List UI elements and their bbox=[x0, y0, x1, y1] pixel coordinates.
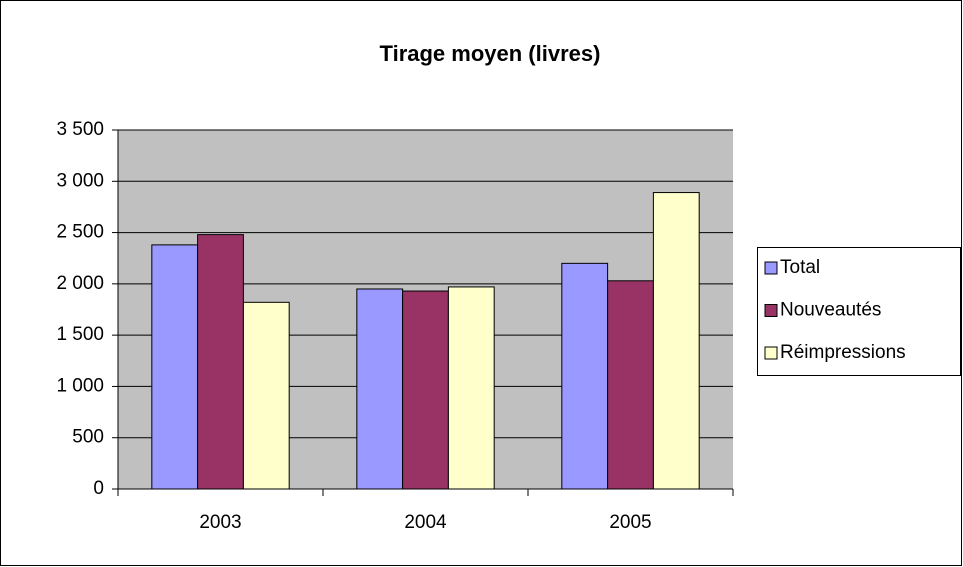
y-tick-label: 500 bbox=[72, 427, 104, 448]
legend-swatch bbox=[764, 346, 778, 360]
y-tick-label: 3 500 bbox=[56, 119, 104, 140]
bar bbox=[652, 192, 700, 490]
legend-box bbox=[757, 247, 961, 376]
bar bbox=[447, 286, 495, 490]
y-tick-label: 0 bbox=[93, 478, 104, 499]
legend-label: Nouveautés bbox=[780, 300, 881, 321]
y-tick-label: 1 000 bbox=[56, 375, 104, 396]
bar bbox=[402, 290, 449, 490]
y-tick-label: 1 500 bbox=[56, 324, 104, 345]
y-tick-label: 2 000 bbox=[56, 273, 104, 294]
x-tick-label: 2005 bbox=[609, 512, 651, 533]
bar bbox=[197, 234, 244, 490]
legend-swatch bbox=[764, 261, 778, 275]
legend-swatch bbox=[764, 304, 778, 317]
legend-label: Total bbox=[780, 257, 820, 278]
chart-title: Tirage moyen (livres) bbox=[380, 41, 601, 66]
bar bbox=[607, 280, 654, 490]
bar bbox=[242, 301, 290, 490]
bar bbox=[561, 262, 609, 490]
legend-label: Réimpressions bbox=[780, 342, 906, 363]
bar bbox=[151, 244, 199, 490]
x-tick-label: 2004 bbox=[404, 512, 447, 533]
bar bbox=[356, 288, 404, 490]
y-tick-label: 3 000 bbox=[56, 170, 104, 191]
y-tick-label: 2 500 bbox=[56, 222, 104, 243]
x-tick-label: 2003 bbox=[199, 512, 241, 533]
